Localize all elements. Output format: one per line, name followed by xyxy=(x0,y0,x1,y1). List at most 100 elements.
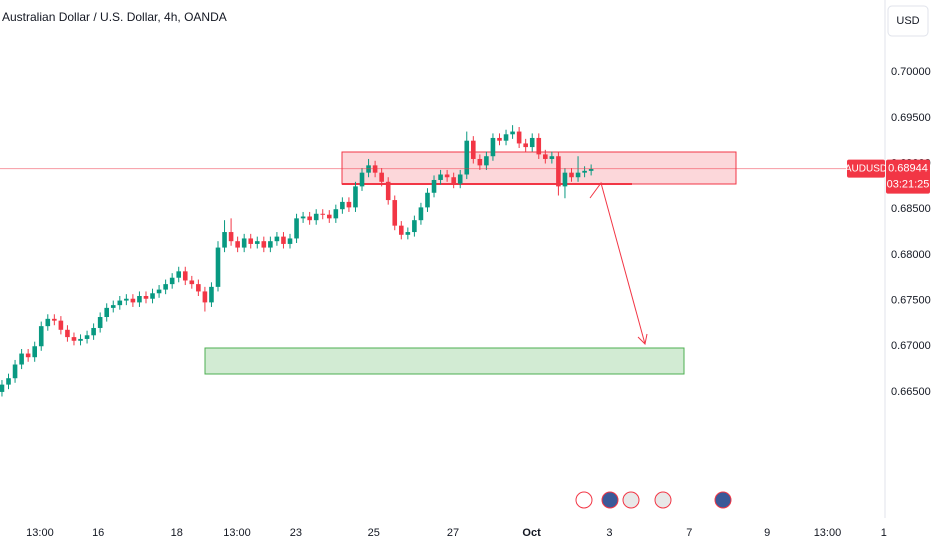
projection-arrow xyxy=(589,181,646,345)
candle-body xyxy=(529,137,535,148)
x-tick-label: Oct xyxy=(522,527,541,539)
candle-body xyxy=(405,232,411,235)
x-tick-label: 25 xyxy=(368,527,380,539)
candle-body xyxy=(130,298,136,303)
y-tick-label: 0.68500 xyxy=(891,203,931,215)
candle-body xyxy=(38,326,44,347)
candle-body xyxy=(307,216,312,221)
candle-body xyxy=(222,232,227,248)
candle-body xyxy=(379,172,384,182)
candle-body xyxy=(588,169,594,171)
candle-body xyxy=(418,207,424,221)
candle-body xyxy=(510,131,515,135)
candle-body xyxy=(117,300,123,306)
x-tick-label: 9 xyxy=(764,527,770,539)
candle-body xyxy=(189,280,195,285)
candle-body xyxy=(425,192,430,208)
y-tick-label: 0.69500 xyxy=(891,112,931,124)
event-icon[interactable] xyxy=(714,491,732,509)
events xyxy=(575,491,732,509)
candle-body xyxy=(438,174,443,180)
candle-body xyxy=(254,241,260,244)
candle-body xyxy=(110,305,116,308)
candle-body xyxy=(274,236,280,242)
x-tick-label: 3 xyxy=(606,527,612,539)
candle-body xyxy=(91,327,96,336)
candle-body xyxy=(137,296,142,303)
candle-body xyxy=(300,216,306,219)
candle-body xyxy=(294,218,299,239)
candle-body xyxy=(143,296,149,299)
candle-body xyxy=(385,181,391,201)
candle-body xyxy=(556,156,561,187)
symbol-label-box xyxy=(847,159,885,178)
candle-body xyxy=(451,177,456,184)
candle-body xyxy=(45,318,51,327)
candle-body xyxy=(84,335,90,339)
candle-body xyxy=(12,364,18,379)
currency-button[interactable] xyxy=(887,5,929,37)
candle-body xyxy=(326,214,332,219)
candle-body xyxy=(228,232,234,242)
candle-body xyxy=(543,154,548,159)
candle-body xyxy=(503,134,509,141)
candle-body xyxy=(353,186,358,208)
x-tick-label: 18 xyxy=(171,527,183,539)
candle-body xyxy=(248,238,254,244)
candle-body xyxy=(71,337,77,341)
candle-body xyxy=(104,307,110,318)
y-tick-label: 0.70000 xyxy=(891,66,931,78)
candle-body xyxy=(163,284,168,290)
x-tick-label: 13:00 xyxy=(223,527,251,539)
candle-body xyxy=(6,378,11,385)
price-label: 0.68944 xyxy=(888,163,928,175)
candle-body xyxy=(444,174,450,178)
currency-label: USD xyxy=(896,15,919,27)
symbol-label: AUDUSD xyxy=(845,163,887,174)
candle-body xyxy=(464,140,470,175)
candle-body xyxy=(536,137,542,155)
x-tick-label: 27 xyxy=(447,527,459,539)
candle-body xyxy=(176,271,182,278)
event-icon[interactable] xyxy=(622,491,640,509)
price-label-box xyxy=(886,159,930,194)
candle-body xyxy=(169,277,175,285)
candle-body xyxy=(516,131,522,144)
candle-body xyxy=(569,172,574,178)
candle-body xyxy=(471,140,476,159)
x-tick-label: 13:00 xyxy=(814,527,842,539)
x-tick-label: 1 xyxy=(881,527,887,539)
candles xyxy=(0,125,594,397)
x-tick-label: 23 xyxy=(290,527,302,539)
candle-body xyxy=(313,213,319,221)
y-tick-label: 0.66500 xyxy=(891,386,931,398)
candle-body xyxy=(215,247,221,287)
candle-body xyxy=(340,201,345,210)
candle-body xyxy=(431,179,437,193)
candle-body xyxy=(202,291,208,303)
candle-body xyxy=(182,271,188,281)
candle-body xyxy=(346,201,352,208)
candle-body xyxy=(333,209,339,219)
chart-title: Australian Dollar / U.S. Dollar, 4h, OAN… xyxy=(2,10,227,24)
support-zone xyxy=(204,347,685,375)
candle-body xyxy=(490,137,496,157)
candle-body xyxy=(156,289,162,294)
candle-body xyxy=(320,213,326,215)
x-tick-label: 16 xyxy=(92,527,104,539)
candle-body xyxy=(359,172,365,187)
candle-body xyxy=(241,238,247,248)
event-icon[interactable] xyxy=(575,491,593,509)
candle-body xyxy=(268,241,273,248)
candle-body xyxy=(457,174,463,184)
x-tick-label: 7 xyxy=(686,527,692,539)
candle-body xyxy=(97,317,103,328)
event-icon[interactable] xyxy=(601,491,619,509)
event-icon[interactable] xyxy=(654,491,672,509)
candle-body xyxy=(25,353,31,358)
countdown-label: 03:21:25 xyxy=(887,179,930,191)
y-tick-label: 0.68000 xyxy=(891,249,931,261)
candle-body xyxy=(0,384,5,392)
